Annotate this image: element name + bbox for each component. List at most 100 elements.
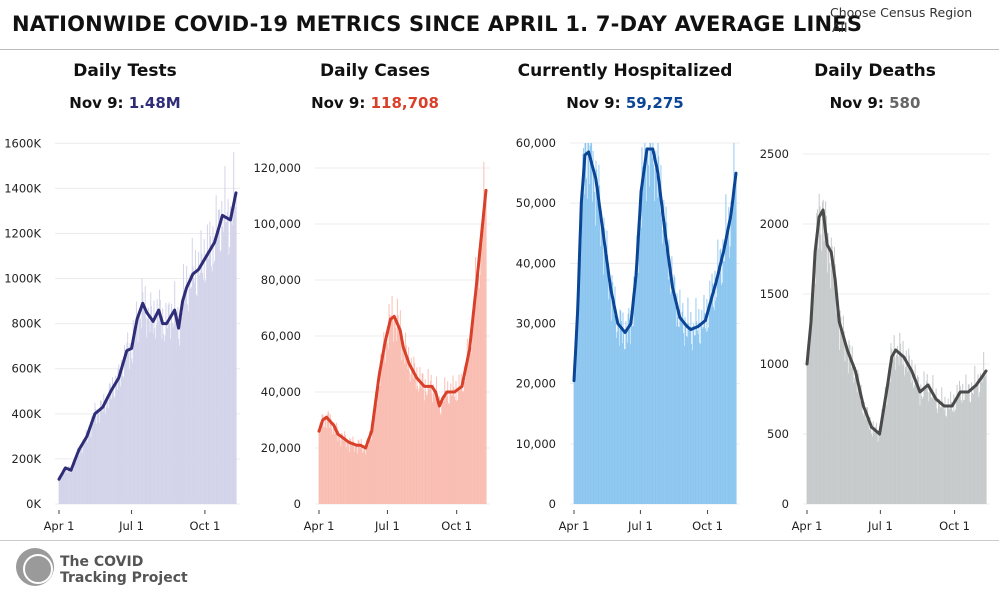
tests-daily-bar [132,320,134,504]
cases-daily-bar [478,288,480,504]
deaths-daily-bar [960,400,962,504]
cases-daily-bar [417,391,419,504]
deaths-daily-bar [910,382,912,504]
deaths-daily-bar [952,412,954,504]
deaths-daily-bar [886,405,888,504]
cases-daily-bar [347,441,349,504]
hosp-daily-bar [640,222,641,504]
cases-daily-bar [396,298,398,504]
cases-daily-bar [435,376,437,504]
tests-daily-bar [127,347,129,504]
cases-daily-bar [434,397,436,504]
cases-daily-bar [390,321,392,504]
deaths-daily-bar [866,407,868,504]
cases-daily-bar [413,356,415,504]
deaths-daily-bar [932,374,934,504]
deaths-daily-bar [813,260,815,504]
cases-daily-bar [440,415,442,504]
tests-daily-bar [171,322,173,504]
deaths-daily-bar [915,381,917,504]
tests-daily-bar [234,204,236,505]
tests-daily-bar [223,218,225,505]
hosp-daily-bar [688,323,690,504]
hosp-daily-bar [575,344,577,504]
census-region-filter[interactable]: Choose Census Region All [830,5,972,35]
deaths-daily-bar [911,359,913,504]
cases-daily-bar [369,430,370,504]
deaths-daily-bar [883,410,885,504]
deaths-daily-bar [846,345,848,504]
hosp-daily-bar [610,291,612,504]
deaths-daily-bar [899,332,901,504]
hosp-daily-bar [576,307,578,504]
cases-daily-bar [420,381,422,504]
tests-daily-bar [186,265,188,504]
tests-daily-bar [218,210,220,504]
deaths-daily-bar [884,402,886,504]
cases-daily-bar [334,433,336,504]
deaths-daily-bar [817,209,819,505]
hosp-daily-bar [711,273,713,504]
deaths-daily-bar [859,401,861,504]
tests-daily-bar [64,467,66,504]
deaths-daily-bar [904,367,906,504]
tests-daily-bar [119,370,121,504]
hosp-daily-bar [618,325,620,504]
cases-daily-bar [424,379,426,504]
tests-daily-bar [65,467,67,504]
deaths-daily-bar [832,272,834,504]
tests-daily-bar [206,259,208,504]
tests-daily-bar [171,303,173,504]
cases-daily-bar [383,332,385,504]
deaths-daily-bar [920,384,922,504]
hosp-daily-bar [587,143,589,504]
deaths-daily-bar [865,419,867,504]
cases-daily-bar [459,390,461,504]
cases-daily-bar [484,207,486,504]
hosp-daily-bar [628,308,630,504]
tests-daily-bar [163,333,165,504]
tests-daily-bar [88,429,90,504]
tests-daily-bar [139,311,141,504]
hosp-daily-bar [664,230,666,505]
deaths-daily-bar [850,354,852,504]
hosp-daily-bar [634,283,636,504]
tests-daily-bar [161,338,163,504]
tests-daily-bar [177,306,179,504]
tests-daily-bar [195,294,197,504]
deaths-daily-bar [967,392,969,504]
cases-daily-bar [367,439,369,504]
tests-daily-bar [111,399,113,504]
hosp-daily-bar [632,326,633,504]
tests-daily-bar [68,466,70,504]
cases-daily-bar [408,347,410,504]
tests-daily-bar [134,334,136,504]
hosp-daily-bar [653,164,655,504]
cases-daily-bar [332,422,334,504]
hosp-daily-bar [623,349,625,504]
hosp-daily-bar [624,348,626,504]
cases-daily-bar [382,346,384,504]
tests-daily-bar [205,279,207,504]
covid-tracking-logo[interactable]: The COVID Tracking Project [16,548,216,594]
logo-line-2: Tracking Project [60,570,188,586]
deaths-daily-bar [938,399,940,504]
cases-daily-bar [324,417,326,504]
cases-daily-bar [437,401,439,504]
cases-daily-bar [441,396,443,504]
hosp-daily-bar [704,328,706,504]
deaths-daily-bar [880,433,882,504]
tests-daily-bar [162,308,164,504]
deaths-daily-bar [847,373,849,504]
tests-daily-bar [96,414,98,504]
deaths-daily-bar [826,272,828,504]
deaths-x-tick-label: Jul 1 [867,519,893,533]
filter-value[interactable]: All [832,20,848,35]
tests-daily-bar [168,302,170,504]
hosp-daily-bar [586,198,588,504]
hosp-daily-bar [651,158,653,504]
tests-daily-bar [173,324,175,504]
deaths-daily-bar [863,415,865,504]
hosp-daily-bar [689,328,691,504]
cases-daily-bar [349,437,351,504]
